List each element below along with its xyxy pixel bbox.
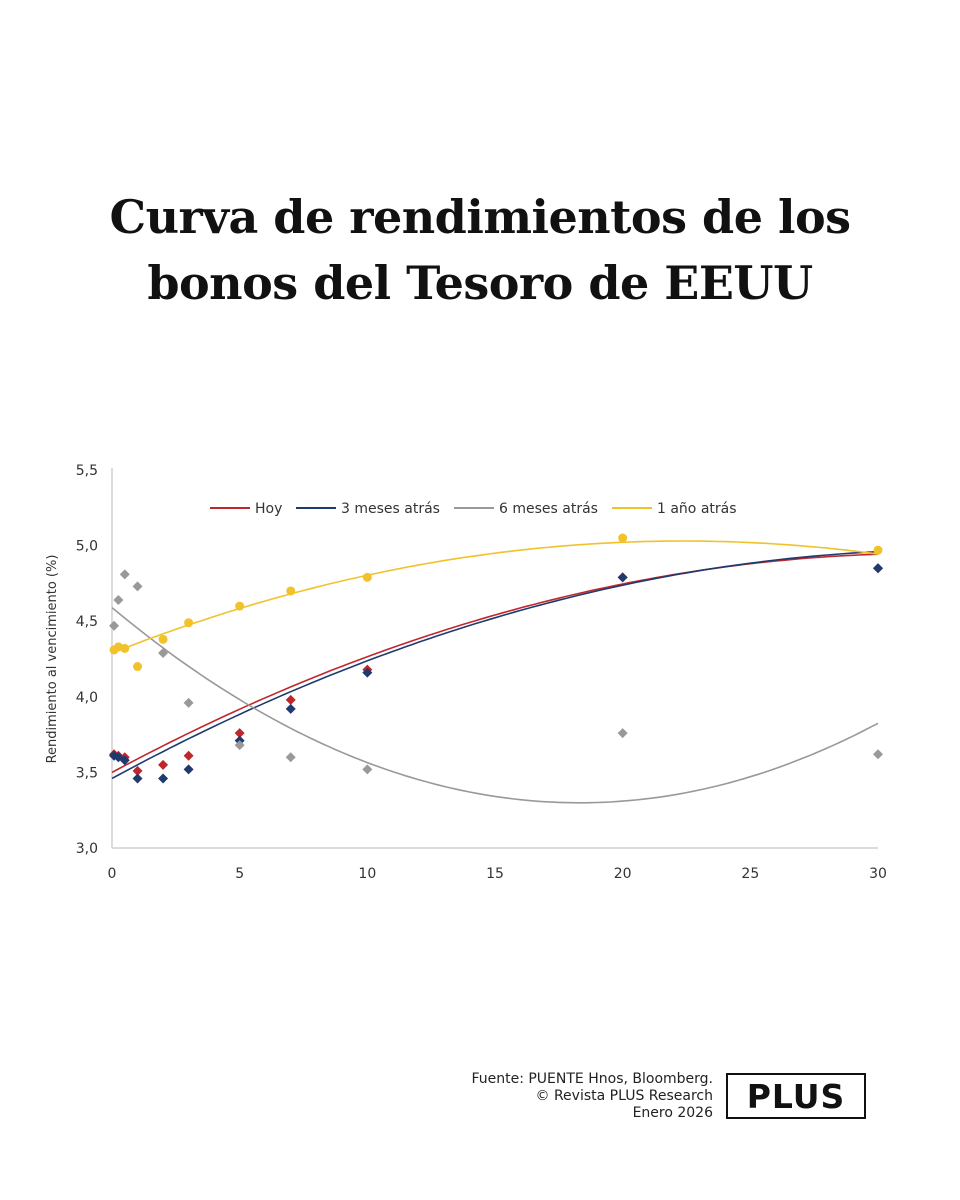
data-point — [617, 572, 628, 583]
yield-curve-chart: 3,0 3,5 4,0 4,5 5,0 5,5 0 5 10 15 20 25 30 Rendimient… — [45, 463, 887, 882]
data-point — [158, 773, 169, 784]
data-point — [119, 755, 130, 766]
y-tick-label: 3,5 — [76, 765, 98, 781]
data-point — [234, 728, 245, 739]
x-tick-label: 25 — [741, 866, 759, 882]
x-tick-label: 5 — [235, 866, 244, 882]
x-tick-label: 30 — [869, 866, 887, 882]
data-point — [113, 595, 124, 606]
y-tick-label: 5,0 — [76, 539, 98, 555]
trend-line — [111, 540, 879, 654]
data-point — [120, 643, 130, 653]
data-point — [617, 728, 628, 739]
data-point — [285, 703, 296, 714]
data-point — [235, 601, 245, 611]
copyright-text: © Revista PLUS Research — [535, 1088, 714, 1104]
data-point — [618, 533, 628, 543]
y-axis-label: Rendimiento al vencimiento (%) — [45, 555, 60, 764]
legend-label: 6 meses atrás — [499, 501, 598, 517]
y-tick-label: 5,5 — [76, 463, 98, 479]
legend-label: Hoy — [255, 501, 282, 517]
data-point — [132, 581, 143, 592]
data-point — [286, 586, 296, 596]
data-point — [113, 752, 124, 763]
data-point — [285, 694, 296, 705]
y-tick-label: 3,0 — [76, 841, 98, 857]
plus-logo: PLUS — [726, 1073, 866, 1119]
title-line-2: bonos del Tesoro de EEUU — [147, 256, 813, 310]
data-point — [362, 572, 372, 582]
data-point — [184, 618, 194, 628]
y-tick-label: 4,0 — [76, 690, 98, 706]
data-point — [873, 545, 883, 555]
data-point — [873, 563, 883, 574]
y-tick-label: 4,5 — [76, 614, 98, 630]
trend-line — [111, 553, 879, 774]
data-point — [234, 740, 245, 751]
x-tick-label: 20 — [614, 866, 632, 882]
x-tick-label: 15 — [486, 866, 504, 882]
legend-label: 3 meses atrás — [341, 501, 440, 517]
data-point — [183, 764, 194, 775]
legend-item: Hoy — [210, 501, 282, 517]
data-point — [183, 697, 194, 708]
data-point — [362, 764, 373, 775]
data-point — [119, 569, 130, 580]
trend-line — [111, 550, 879, 780]
data-point — [873, 749, 883, 760]
legend-item: 6 meses atrás — [454, 501, 598, 517]
x-tick-label: 0 — [108, 866, 117, 882]
data-point — [132, 765, 143, 776]
legend-item: 1 año atrás — [612, 501, 737, 517]
data-point — [158, 759, 169, 770]
trend-line — [111, 606, 879, 804]
data-point — [362, 667, 373, 678]
chart-title: Curva de rendimientos de los bonos del T… — [60, 184, 900, 316]
title-line-1: Curva de rendimientos de los — [109, 190, 851, 244]
source-text: Fuente: PUENTE Hnos, Bloomberg. — [471, 1071, 713, 1087]
x-tick-label: 10 — [358, 866, 376, 882]
data-point — [132, 773, 143, 784]
source-footer: Fuente: PUENTE Hnos, Bloomberg. © Revist… — [380, 1071, 713, 1122]
data-point — [109, 620, 120, 631]
data-point — [158, 634, 168, 644]
data-point — [183, 750, 194, 761]
legend-item: 3 meses atrás — [296, 501, 440, 517]
data-point — [133, 662, 143, 672]
date-text: Enero 2026 — [632, 1105, 713, 1121]
data-point — [158, 647, 169, 658]
data-point — [285, 752, 296, 763]
legend-label: 1 año atrás — [657, 501, 737, 517]
